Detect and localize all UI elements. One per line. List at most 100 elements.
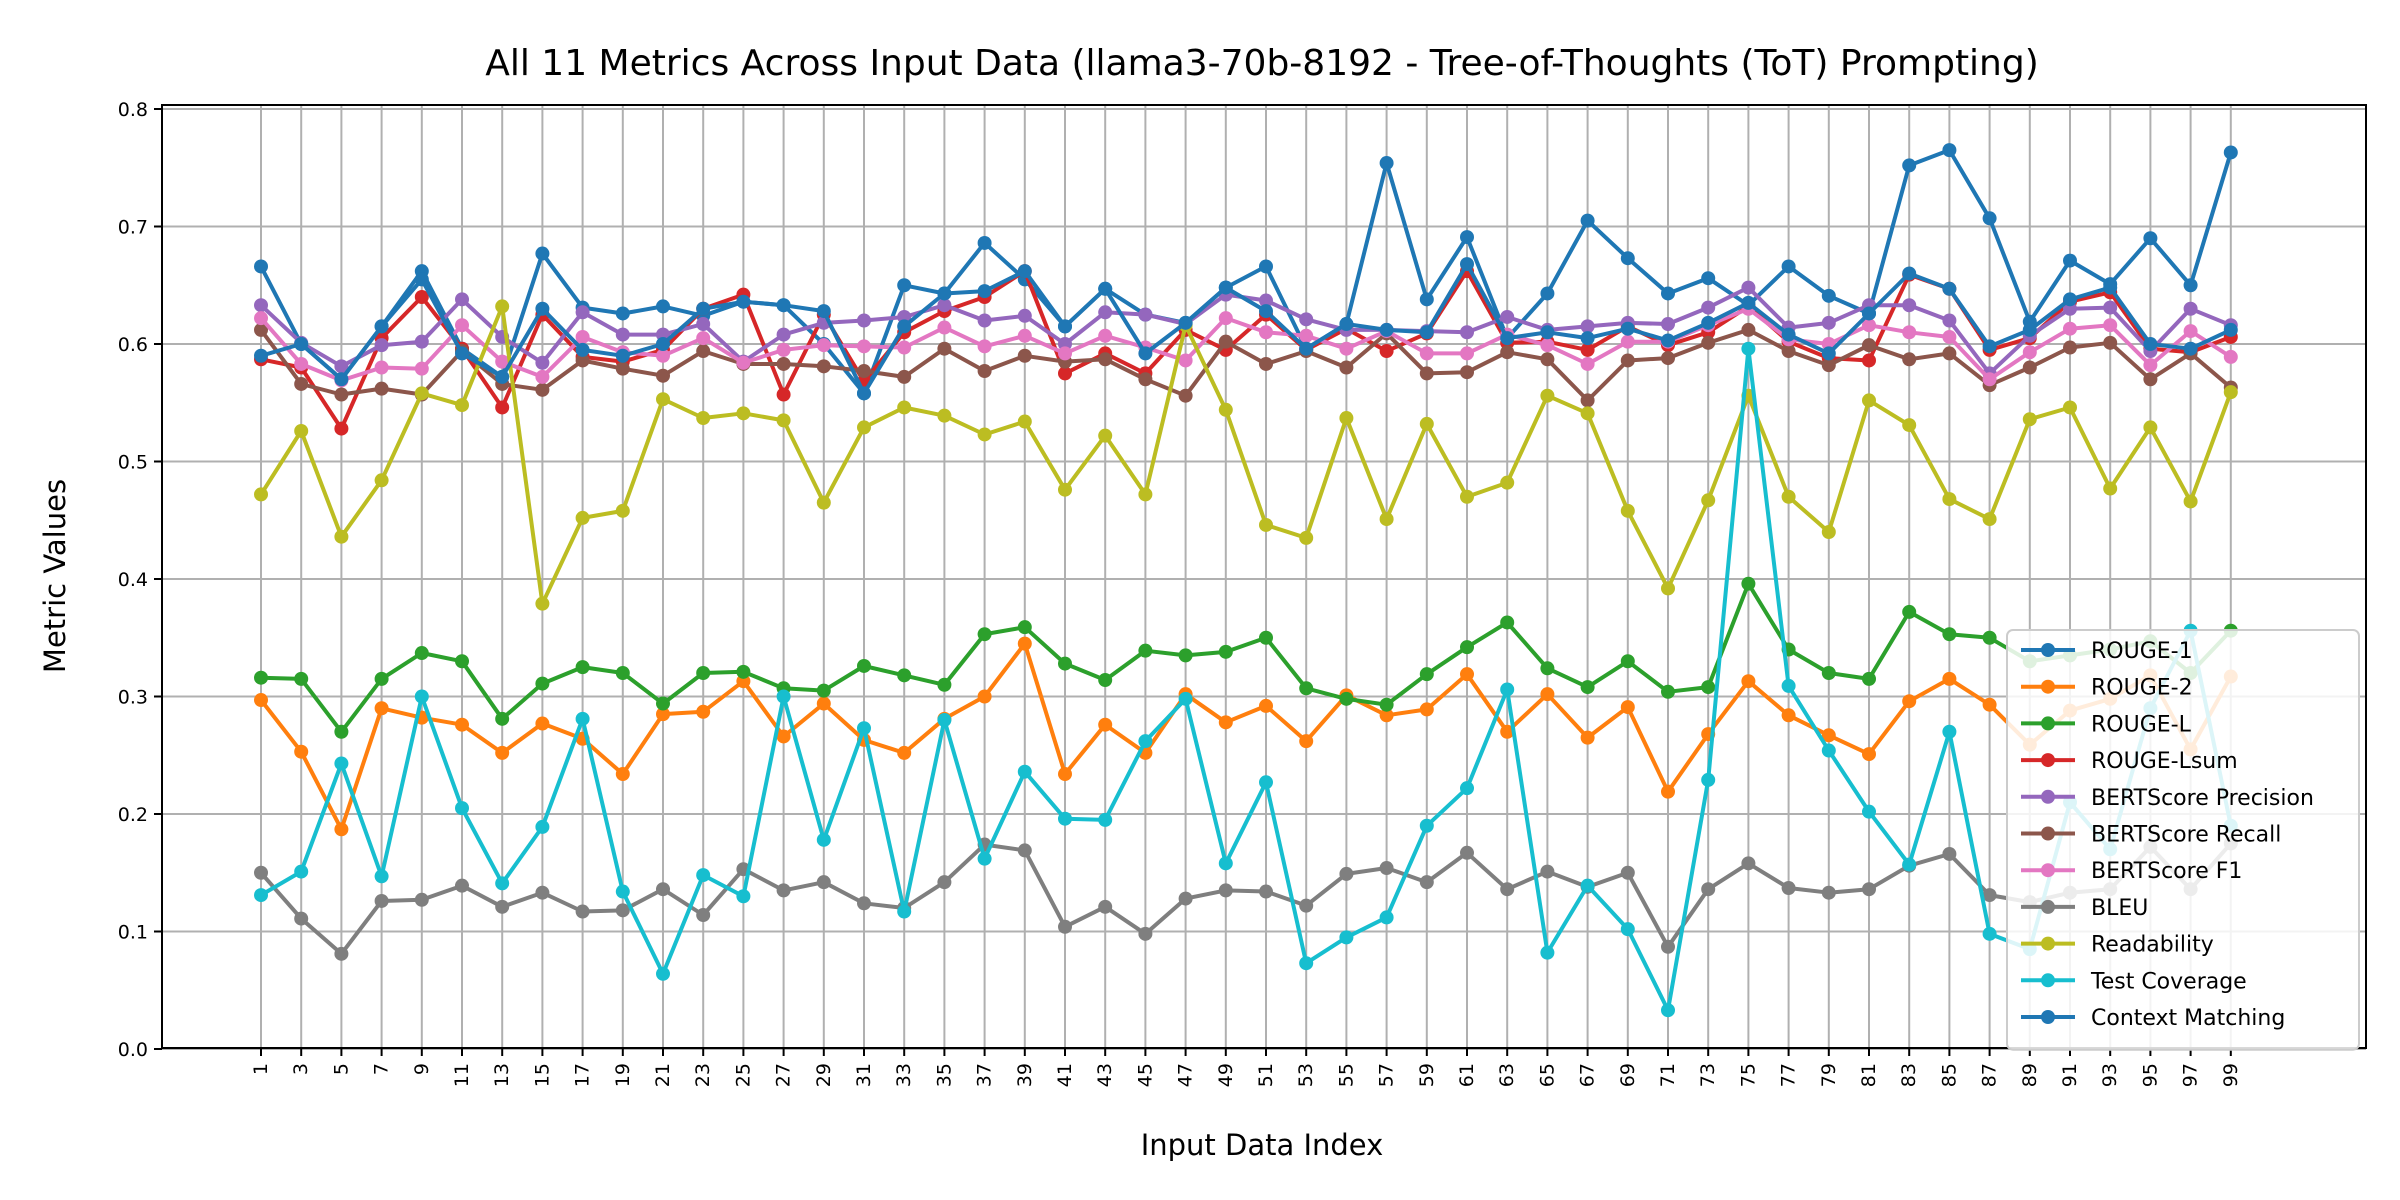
data-point [937, 341, 952, 356]
data-point [1379, 861, 1394, 876]
data-point [1058, 482, 1072, 497]
x-tick-label: 5 [330, 1063, 352, 1075]
data-point [254, 259, 268, 274]
data-point [857, 896, 871, 911]
data-point [1500, 475, 1515, 490]
data-point [1862, 318, 1876, 333]
legend-label: ROUGE-L [2091, 712, 2192, 737]
data-point [615, 348, 630, 363]
data-point [575, 510, 590, 525]
data-point [1379, 708, 1394, 723]
data-point [1058, 811, 1072, 826]
data-point [334, 387, 349, 402]
data-point [1741, 295, 1756, 310]
data-point [2223, 322, 2238, 337]
data-point [1620, 654, 1635, 669]
data-point [374, 869, 389, 884]
data-point [1701, 772, 1716, 787]
data-point [254, 888, 268, 903]
data-point [1821, 885, 1836, 900]
data-point [1701, 335, 1716, 350]
data-point [254, 487, 268, 502]
data-point [1821, 358, 1836, 373]
x-tick-label: 91 [2059, 1063, 2081, 1087]
x-tick-label: 9 [411, 1063, 433, 1075]
data-point [1701, 315, 1716, 330]
data-point [736, 664, 751, 679]
data-point [1661, 784, 1675, 799]
data-point [414, 646, 429, 661]
data-point [374, 671, 389, 686]
x-tick-label: 33 [893, 1063, 915, 1087]
data-point [1982, 211, 1997, 226]
data-point [1781, 881, 1796, 896]
data-point [1098, 899, 1113, 914]
data-point [1419, 875, 1434, 890]
data-point [937, 286, 952, 301]
data-point [656, 368, 670, 383]
data-point [414, 892, 429, 907]
data-point [1058, 366, 1072, 381]
data-point [977, 689, 992, 704]
data-point [1500, 345, 1515, 360]
x-tick-label: 49 [1215, 1063, 1237, 1087]
y-tick-label: 0.8 [118, 99, 148, 121]
data-point [2223, 385, 2238, 400]
data-point [1620, 503, 1635, 518]
data-point [857, 364, 871, 379]
data-point [937, 677, 952, 692]
data-point [535, 301, 550, 316]
x-tick-label: 53 [1295, 1063, 1317, 1087]
legend-entry: Context Matching [2021, 1006, 2285, 1031]
x-tick-label: 37 [974, 1063, 996, 1087]
data-point [736, 406, 751, 421]
x-tick-label: 41 [1054, 1063, 1076, 1087]
x-tick-label: 71 [1657, 1063, 1679, 1087]
data-point [696, 704, 711, 719]
data-point [696, 666, 711, 680]
data-point [1098, 352, 1113, 367]
data-point [1741, 576, 1756, 591]
data-point [1540, 286, 1555, 301]
data-point [1460, 640, 1474, 655]
legend-label: ROUGE-Lsum [2091, 749, 2238, 774]
data-point [1178, 891, 1193, 906]
data-point [294, 911, 309, 926]
data-point [1942, 143, 1957, 158]
data-point [656, 299, 670, 314]
data-point [1259, 630, 1273, 645]
data-point [1862, 393, 1876, 408]
data-point [1017, 843, 1032, 858]
data-point [816, 683, 831, 698]
data-point [455, 878, 469, 893]
data-point [1500, 682, 1515, 697]
data-point [334, 946, 349, 961]
data-point [2143, 372, 2158, 387]
data-point [1138, 926, 1153, 941]
x-tick-label: 17 [572, 1063, 594, 1087]
data-point [656, 392, 670, 407]
data-point [816, 495, 831, 510]
data-point [1500, 331, 1515, 346]
data-point [294, 376, 309, 391]
data-point [1178, 353, 1193, 368]
data-point [495, 745, 510, 760]
series-line [260, 269, 2232, 431]
data-point [254, 311, 268, 326]
data-point [897, 369, 912, 384]
data-point [1218, 715, 1233, 730]
chart-title: All 11 Metrics Across Input Data (llama3… [485, 43, 2039, 84]
data-point [1701, 271, 1716, 286]
data-point [1661, 581, 1675, 596]
legend-label: BERTScore Recall [2091, 823, 2281, 848]
x-tick-label: 77 [1778, 1063, 1800, 1087]
data-point [414, 334, 429, 349]
data-point [495, 299, 510, 314]
data-point [1098, 305, 1113, 320]
data-point [1661, 317, 1675, 332]
data-point [2183, 341, 2198, 356]
data-point [776, 342, 791, 357]
data-point [1661, 684, 1675, 699]
data-point [294, 744, 309, 759]
data-point [1058, 346, 1072, 361]
